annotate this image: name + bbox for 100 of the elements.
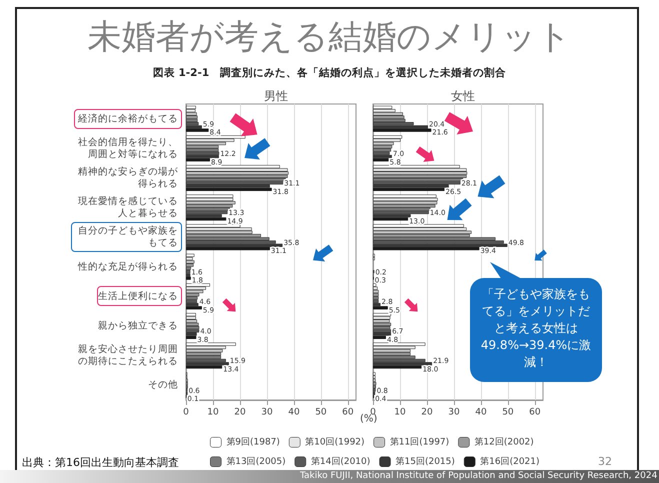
bar	[373, 168, 467, 172]
bar	[186, 152, 220, 155]
legend-label: 第13回(2005)	[226, 456, 286, 467]
chart-title: 女性	[451, 89, 475, 103]
bar	[186, 198, 234, 202]
bar	[373, 178, 464, 182]
y-tick-label: 社会的信用を得たり、周囲と対等になれる	[78, 136, 178, 160]
bar	[186, 273, 190, 277]
bar	[186, 257, 193, 260]
legend-label: 第15回(2015)	[396, 456, 455, 467]
bar	[373, 286, 378, 290]
bar	[186, 178, 286, 182]
bar	[186, 171, 289, 175]
bar	[373, 201, 438, 204]
text: 32	[598, 455, 612, 468]
bar	[186, 342, 236, 346]
bar	[186, 266, 192, 270]
bar	[186, 332, 197, 336]
bar	[373, 378, 376, 382]
bar	[186, 296, 198, 300]
text: 未婚者が考える結婚のメリット	[86, 16, 572, 59]
x-tick-label: 60	[529, 408, 541, 418]
bar	[373, 316, 390, 320]
legend-label: 第11回(1997)	[390, 436, 450, 448]
bar	[186, 125, 202, 129]
legend-label: 第14回(2010)	[310, 456, 370, 467]
bar	[373, 332, 392, 336]
text: Takiko FUJII, National Institute of Population and Social Security Research, 2024	[300, 471, 658, 481]
source-note: 出典：第16回出生動向基本調査	[22, 455, 179, 470]
bar	[373, 385, 376, 388]
bar	[373, 296, 379, 300]
bar	[186, 106, 196, 110]
bar	[373, 365, 422, 369]
bar	[186, 319, 198, 323]
legend-label: 第9回(1987)	[226, 436, 280, 448]
bar	[186, 362, 229, 366]
bar	[186, 254, 194, 258]
bar	[373, 106, 392, 110]
bar	[186, 217, 226, 221]
x-tick-label: 30	[261, 408, 273, 418]
bar	[373, 230, 472, 234]
bar	[186, 208, 230, 211]
bar	[186, 118, 198, 122]
bar	[186, 128, 209, 132]
bar	[186, 194, 234, 198]
x-tick-label: 0	[183, 408, 190, 418]
x-tick-label: 20	[234, 408, 246, 418]
bar	[186, 210, 228, 214]
x-tick-label: 50	[315, 408, 327, 418]
bar	[373, 112, 403, 116]
bar	[186, 316, 196, 320]
bar	[373, 188, 445, 192]
y-tick-label: 経済的に余裕がもてる	[77, 112, 178, 124]
y-tick-label: 自分の子どもや家族をもてる	[78, 224, 178, 249]
y-tick-label: 親から独立できる	[98, 320, 178, 332]
x-tick-label: 20	[421, 408, 433, 418]
bar	[373, 283, 376, 287]
legend-label: 第12回(2002)	[474, 436, 534, 448]
bar	[373, 326, 390, 330]
x-tick-label: 10	[207, 408, 219, 418]
bar	[373, 125, 428, 129]
bar	[373, 329, 392, 333]
bar	[373, 342, 426, 346]
bar	[186, 122, 199, 126]
bar	[373, 128, 432, 132]
bar	[373, 246, 480, 250]
bar	[373, 224, 464, 228]
y-tick-label: 精神的な安らぎの場が得られる	[78, 166, 179, 190]
x-axis-title: (%)	[360, 414, 378, 424]
x-tick-label: 60	[342, 408, 354, 418]
y-tick-label: 性的な充足が得られる	[77, 260, 178, 272]
bar	[186, 276, 191, 280]
bar	[373, 290, 379, 294]
bar	[186, 201, 236, 204]
bar	[186, 260, 194, 264]
bar	[373, 181, 460, 185]
x-tick-label: 40	[288, 408, 300, 418]
bar	[186, 109, 196, 112]
bar	[186, 181, 284, 185]
x-tick-label: 10	[394, 408, 406, 418]
bar	[186, 244, 283, 247]
bar	[186, 286, 206, 290]
bar	[186, 300, 198, 303]
bar	[186, 168, 288, 172]
bar	[186, 358, 226, 362]
bar	[373, 300, 379, 303]
bar	[186, 290, 204, 294]
bar	[186, 148, 219, 152]
y-tick-label: 現在愛情を感じている人と暮らせる	[78, 195, 178, 220]
bar	[373, 240, 504, 244]
bar	[186, 326, 200, 330]
bar	[186, 306, 202, 310]
bar	[373, 210, 429, 214]
x-tick-label: 50	[502, 408, 514, 418]
x-tick-label: 30	[448, 408, 460, 418]
bar	[186, 158, 210, 162]
chart-title: 男性	[264, 89, 288, 103]
legend-label: 第16回(2021)	[480, 456, 540, 467]
bar	[373, 336, 386, 340]
bar	[186, 270, 190, 274]
